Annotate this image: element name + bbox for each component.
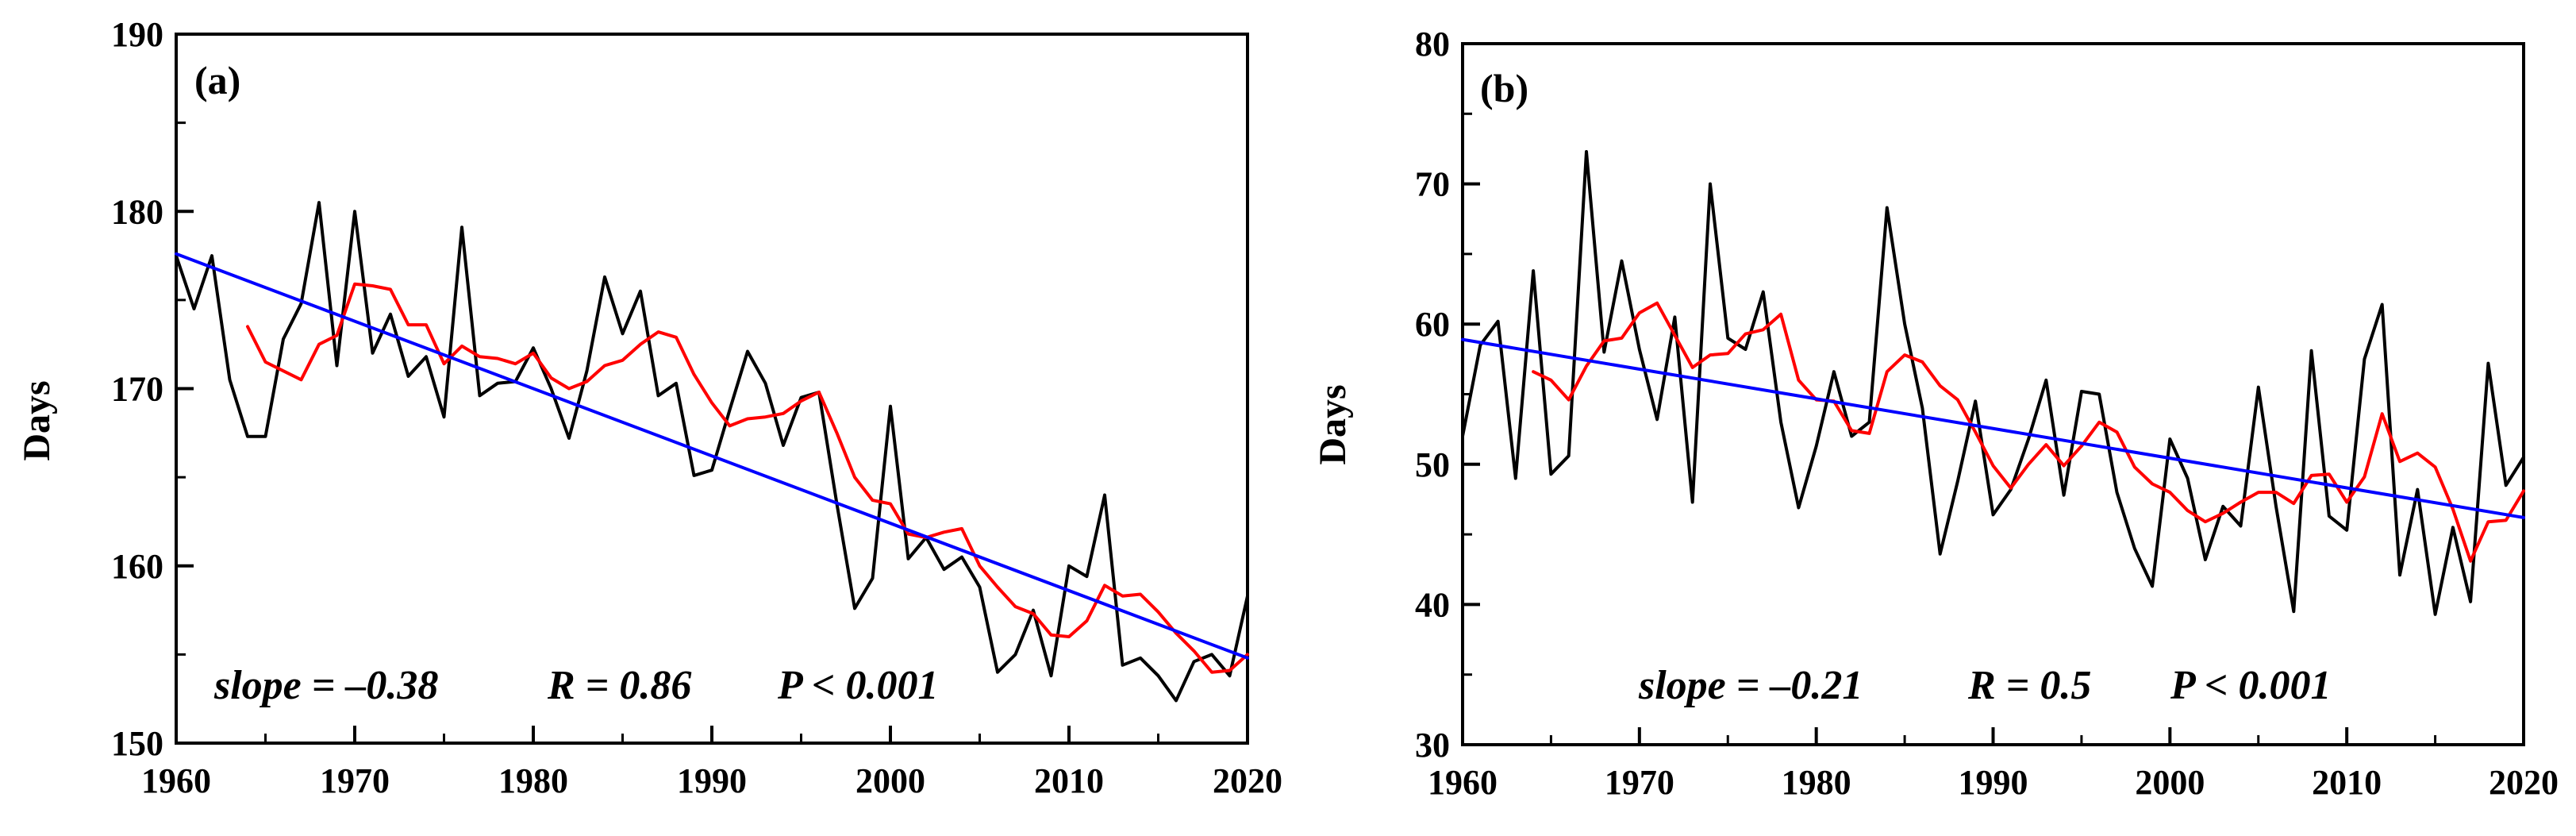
series-layer-b: [1461, 150, 2525, 616]
panel-label-a: (a): [194, 58, 240, 102]
series-trend-line-b: [1461, 337, 2525, 519]
stat-p-b: P < 0.001: [2170, 663, 2331, 708]
x-tick-label-a: 2020: [1213, 761, 1282, 800]
series-trend-line-a: [175, 252, 1249, 660]
x-tick-label-b: 1980: [1782, 763, 1851, 802]
y-tick-label-a: 190: [111, 15, 163, 54]
x-tick-label-b: 1960: [1428, 763, 1498, 802]
y-tick-label-b: 80: [1415, 25, 1450, 64]
stat-r-a: R = 0.86: [547, 663, 691, 708]
x-tick-label-a: 2010: [1034, 761, 1104, 800]
y-tick-label-a: 180: [111, 192, 163, 231]
x-tick-label-a: 2000: [855, 761, 925, 800]
y-tick-label-b: 40: [1415, 585, 1450, 624]
y-tick-label-a: 170: [111, 370, 163, 409]
plot-frame-a: [175, 33, 1249, 745]
y-tick-label-b: 60: [1415, 305, 1450, 344]
series-moving-average-line-a: [246, 282, 1249, 674]
y-tick-label-b: 50: [1415, 445, 1450, 484]
y-tick-label-a: 160: [111, 547, 163, 586]
plot-frame-b: [1461, 42, 2525, 746]
x-tick-label-b: 1970: [1605, 763, 1674, 802]
chart-panel-b: 1960 1970 1980 1990 2000 2010 2020 30 40 50 60 70 80…: [1312, 25, 2559, 802]
x-tick-label-b: 1990: [1959, 763, 2028, 802]
panel-label-b: (b): [1480, 66, 1528, 110]
x-tick-label-b: 2020: [2489, 763, 2559, 802]
stats-b: slope = –0.21 R = 0.5 P < 0.001: [1638, 663, 2331, 708]
series-annual-line-a: [175, 201, 1249, 703]
series-annual-line-b: [1461, 150, 2525, 616]
series-moving-average-line-b: [1532, 301, 2525, 563]
x-tick-label-b: 2000: [2135, 763, 2205, 802]
stat-p-a: P < 0.001: [777, 663, 938, 708]
x-tick-label-b: 2010: [2312, 763, 2382, 802]
stat-slope-a: slope = –0.38: [213, 663, 438, 708]
x-tick-label-a: 1980: [498, 761, 568, 800]
x-tick-label-a: 1960: [141, 761, 211, 800]
y-axis-title-b: Days: [1312, 384, 1354, 464]
x-tick-label-a: 1990: [677, 761, 747, 800]
stat-slope-b: slope = –0.21: [1638, 663, 1863, 708]
y-axis-title-a: Days: [16, 380, 58, 460]
y-tick-label-a: 150: [111, 724, 163, 763]
stat-r-b: R = 0.5: [1967, 663, 2091, 708]
stats-a: slope = –0.38 R = 0.86 P < 0.001: [213, 663, 938, 708]
chart-panel-a: 1960 1970 1980 1990 2000 2010 2020 150 160 170 180…: [16, 15, 1282, 800]
x-tick-label-a: 1970: [320, 761, 390, 800]
y-tick-label-b: 30: [1415, 726, 1450, 765]
ticks-b: 1960 1970 1980 1990 2000 2010 2020 30 40 50 60 70 80: [1415, 25, 2559, 802]
y-tick-label-b: 70: [1415, 165, 1450, 204]
series-layer-a: [175, 201, 1249, 703]
ticks-a: 1960 1970 1980 1990 2000 2010 2020 150 160 170 180…: [111, 15, 1282, 800]
